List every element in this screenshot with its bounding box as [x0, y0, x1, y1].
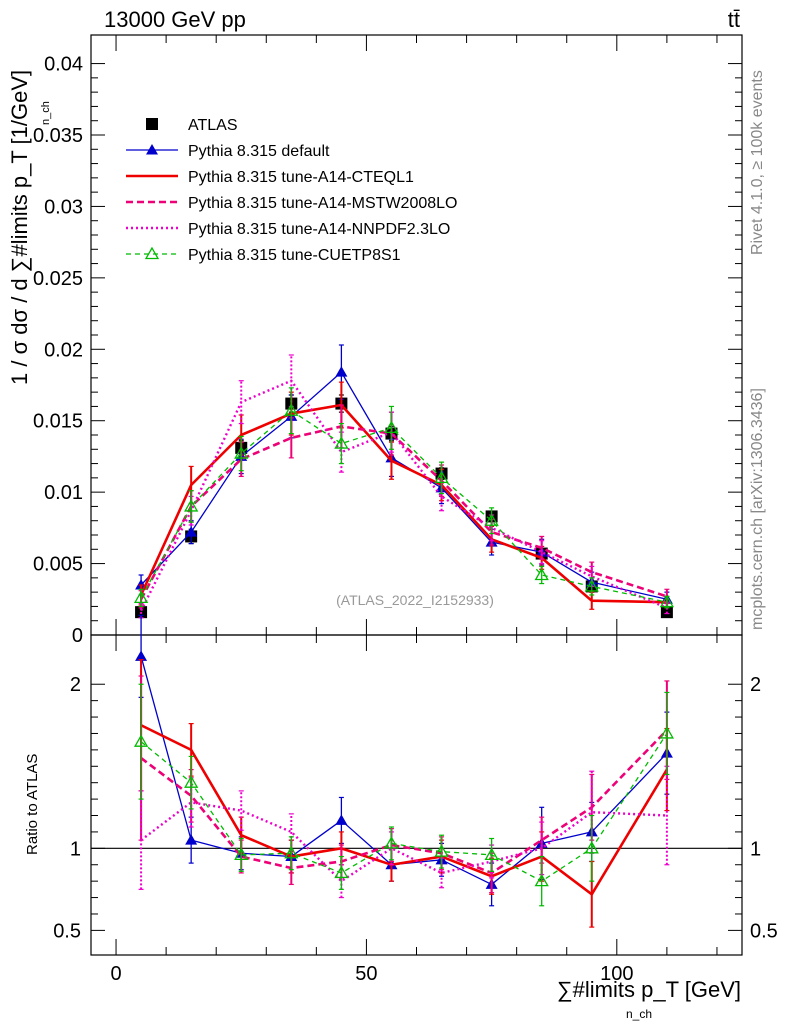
- main-y-tick-label: 0.02: [44, 339, 83, 361]
- main-x-ticks: [115, 35, 718, 635]
- x-axis-sub: n_ch: [626, 1007, 652, 1021]
- ratio-pythia-8-315-tune-cuetp8s1-point: [659, 726, 675, 739]
- main-y-tick-label: 0.035: [33, 125, 83, 147]
- main-panel: 0 0.005 0.01 0.015 0.02 0.025 0.03 0.035 0.04 (A…: [7, 34, 743, 647]
- legend-marker: [146, 144, 158, 155]
- legend-label: Pythia 8.315 default: [188, 143, 330, 160]
- main-pythia-8-315-tune-cuetp8s1-point: [584, 579, 599, 592]
- main-pythia-8-315-tune-cuetp8s1-point: [284, 403, 299, 416]
- main-y-tick-label: 0.025: [33, 268, 83, 290]
- main-pythia-8-315-default-point: [335, 366, 348, 377]
- main-pythia-8-315-tune-cuetp8s1-point: [184, 499, 199, 512]
- ratio-y-tick-label-right: 1: [750, 838, 761, 860]
- legend-marker: [144, 246, 160, 260]
- ratio-pythia-8-315-default-point: [185, 834, 198, 845]
- ratio-pythia-8-315-tune-cuetp8s1-point: [234, 847, 249, 861]
- analysis-annotation: (ATLAS_2022_I2152933): [336, 592, 494, 608]
- main-y-tick-label: 0.04: [44, 54, 83, 76]
- legend-label: Pythia 8.315 tune-CUETP8S1: [188, 247, 401, 264]
- legend-label: Pythia 8.315 tune-A14-NNPDF2.3LO: [188, 221, 450, 238]
- final-state-label: tt̄: [728, 7, 740, 32]
- main-y-axis: 0 0.005 0.01 0.015 0.02 0.025 0.03 0.035 0.04: [33, 54, 742, 647]
- ratio-y-axis: 0.5 0.5 1 1 2 2: [53, 674, 778, 942]
- ratio-pythia-8-315-tune-cuetp8s1-point: [484, 847, 499, 861]
- main-pythia-8-315-tune-cuetp8s1-point: [484, 513, 499, 526]
- ratio-x-axis: 0 50 100: [110, 635, 718, 985]
- main-pythia-8-315-tune-a14-nnpdf2-3lo-line: [140, 379, 668, 612]
- main-pythia-8-315-tune-cuetp8s1-point: [133, 590, 149, 604]
- ratio-pythia-8-315-default-point: [135, 650, 148, 661]
- ratio-y-axis-label: Ratio to ATLAS: [24, 754, 41, 855]
- ratio-pythia-8-315-default-line: [140, 656, 668, 886]
- x-axis-label: ∑#limits p_T [GeV]: [557, 977, 741, 1002]
- main-y-tick-label: 0.01: [44, 482, 83, 504]
- main-y-axis-sub: n_ch: [40, 101, 52, 125]
- ratio-pythia-8-315-tune-cuetp8s1-point: [284, 845, 299, 859]
- main-y-tick-label: 0.03: [44, 196, 83, 218]
- main-pythia-8-315-tune-cuetp8s1-point: [534, 567, 549, 581]
- ratio-pythia-8-315-tune-cuetp8s1-point: [133, 734, 149, 747]
- ratio-y-tick-label: 2: [70, 674, 81, 696]
- main-pythia-8-315-tune-a14-cteql1-line: [139, 403, 667, 604]
- ratio-series-group: [133, 614, 675, 928]
- ratio-y-tick-label-right: 0.5: [750, 920, 778, 942]
- legend: ATLAS Pythia 8.315 default Pythia 8.315 tu…: [126, 117, 457, 264]
- ratio-pythia-8-315-tune-a14-mstw2008lo-line: [140, 729, 668, 875]
- main-pythia-8-315-tune-cuetp8s1-point: [334, 436, 349, 449]
- ratio-pythia-8-315-tune-cuetp8s1-point: [584, 841, 599, 854]
- ratio-y-tick-label: 0.5: [53, 920, 81, 942]
- ratio-pythia-8-315-tune-cuetp8s1-point: [534, 873, 549, 887]
- legend-label: Pythia 8.315 tune-A14-MSTW2008LO: [188, 195, 457, 212]
- x-tick-label: 0: [110, 963, 121, 985]
- main-y-tick-label: 0: [72, 625, 83, 647]
- ratio-pythia-8-315-default-point: [335, 814, 348, 825]
- ratio-pythia-8-315-tune-cuetp8s1-point: [434, 844, 449, 857]
- legend-marker: [146, 118, 158, 130]
- main-pythia-8-315-default-point: [185, 526, 198, 537]
- main-pythia-8-315-tune-cuetp8s1-point: [434, 470, 449, 484]
- main-pythia-8-315-tune-cuetp8s1-point: [659, 594, 675, 608]
- ratio-y-tick-label-right: 2: [750, 674, 761, 696]
- main-y-tick-label: 0.005: [33, 554, 83, 576]
- x-tick-label: 50: [355, 963, 377, 985]
- main-pythia-8-315-tune-cuetp8s1-point: [234, 446, 249, 459]
- main-y-axis-title: 1 / σ dσ / d ∑#limits p_T [1/GeV] n_ch: [7, 70, 52, 385]
- x-tick-label: 100: [600, 963, 633, 985]
- main-pythia-8-315-tune-cuetp8s1-point: [384, 420, 399, 434]
- main-pythia-8-315-default-line: [140, 371, 668, 600]
- ratio-pythia-8-315-tune-cuetp8s1-point: [334, 865, 349, 879]
- ratio-y-tick-label: 1: [70, 838, 81, 860]
- legend-label: ATLAS: [188, 117, 238, 134]
- ratio-pythia-8-315-tune-a14-nnpdf2-3lo-line: [140, 801, 667, 883]
- ratio-pythia-8-315-tune-cuetp8s1-point: [384, 836, 399, 849]
- main-y-tick-label: 0.015: [33, 411, 83, 433]
- main-pythia-8-315-tune-cuetp8s1-line: [140, 410, 668, 603]
- ratio-pythia-8-315-tune-a14-cteql1-line: [140, 724, 668, 896]
- rivet-label: Rivet 4.1.0, ≥ 100k events: [749, 70, 766, 255]
- legend-label: Pythia 8.315 tune-A14-CTEQL1: [188, 169, 414, 186]
- mcplots-label: mcplots.cern.ch [arXiv:1306.3436]: [749, 388, 766, 630]
- main-y-axis-label: 1 / σ dσ / d ∑#limits p_T [1/GeV]: [7, 70, 32, 385]
- ratio-pythia-8-315-tune-cuetp8s1-point: [184, 775, 199, 788]
- ratio-panel: 0.5 0.5 1 1 2 2 0 50 100 Ratio to ATLAS: [24, 614, 778, 985]
- main-pythia-8-315-tune-a14-mstw2008lo-line: [139, 425, 668, 600]
- process-label: 13000 GeV pp: [104, 7, 246, 32]
- main-series-group: [133, 344, 675, 619]
